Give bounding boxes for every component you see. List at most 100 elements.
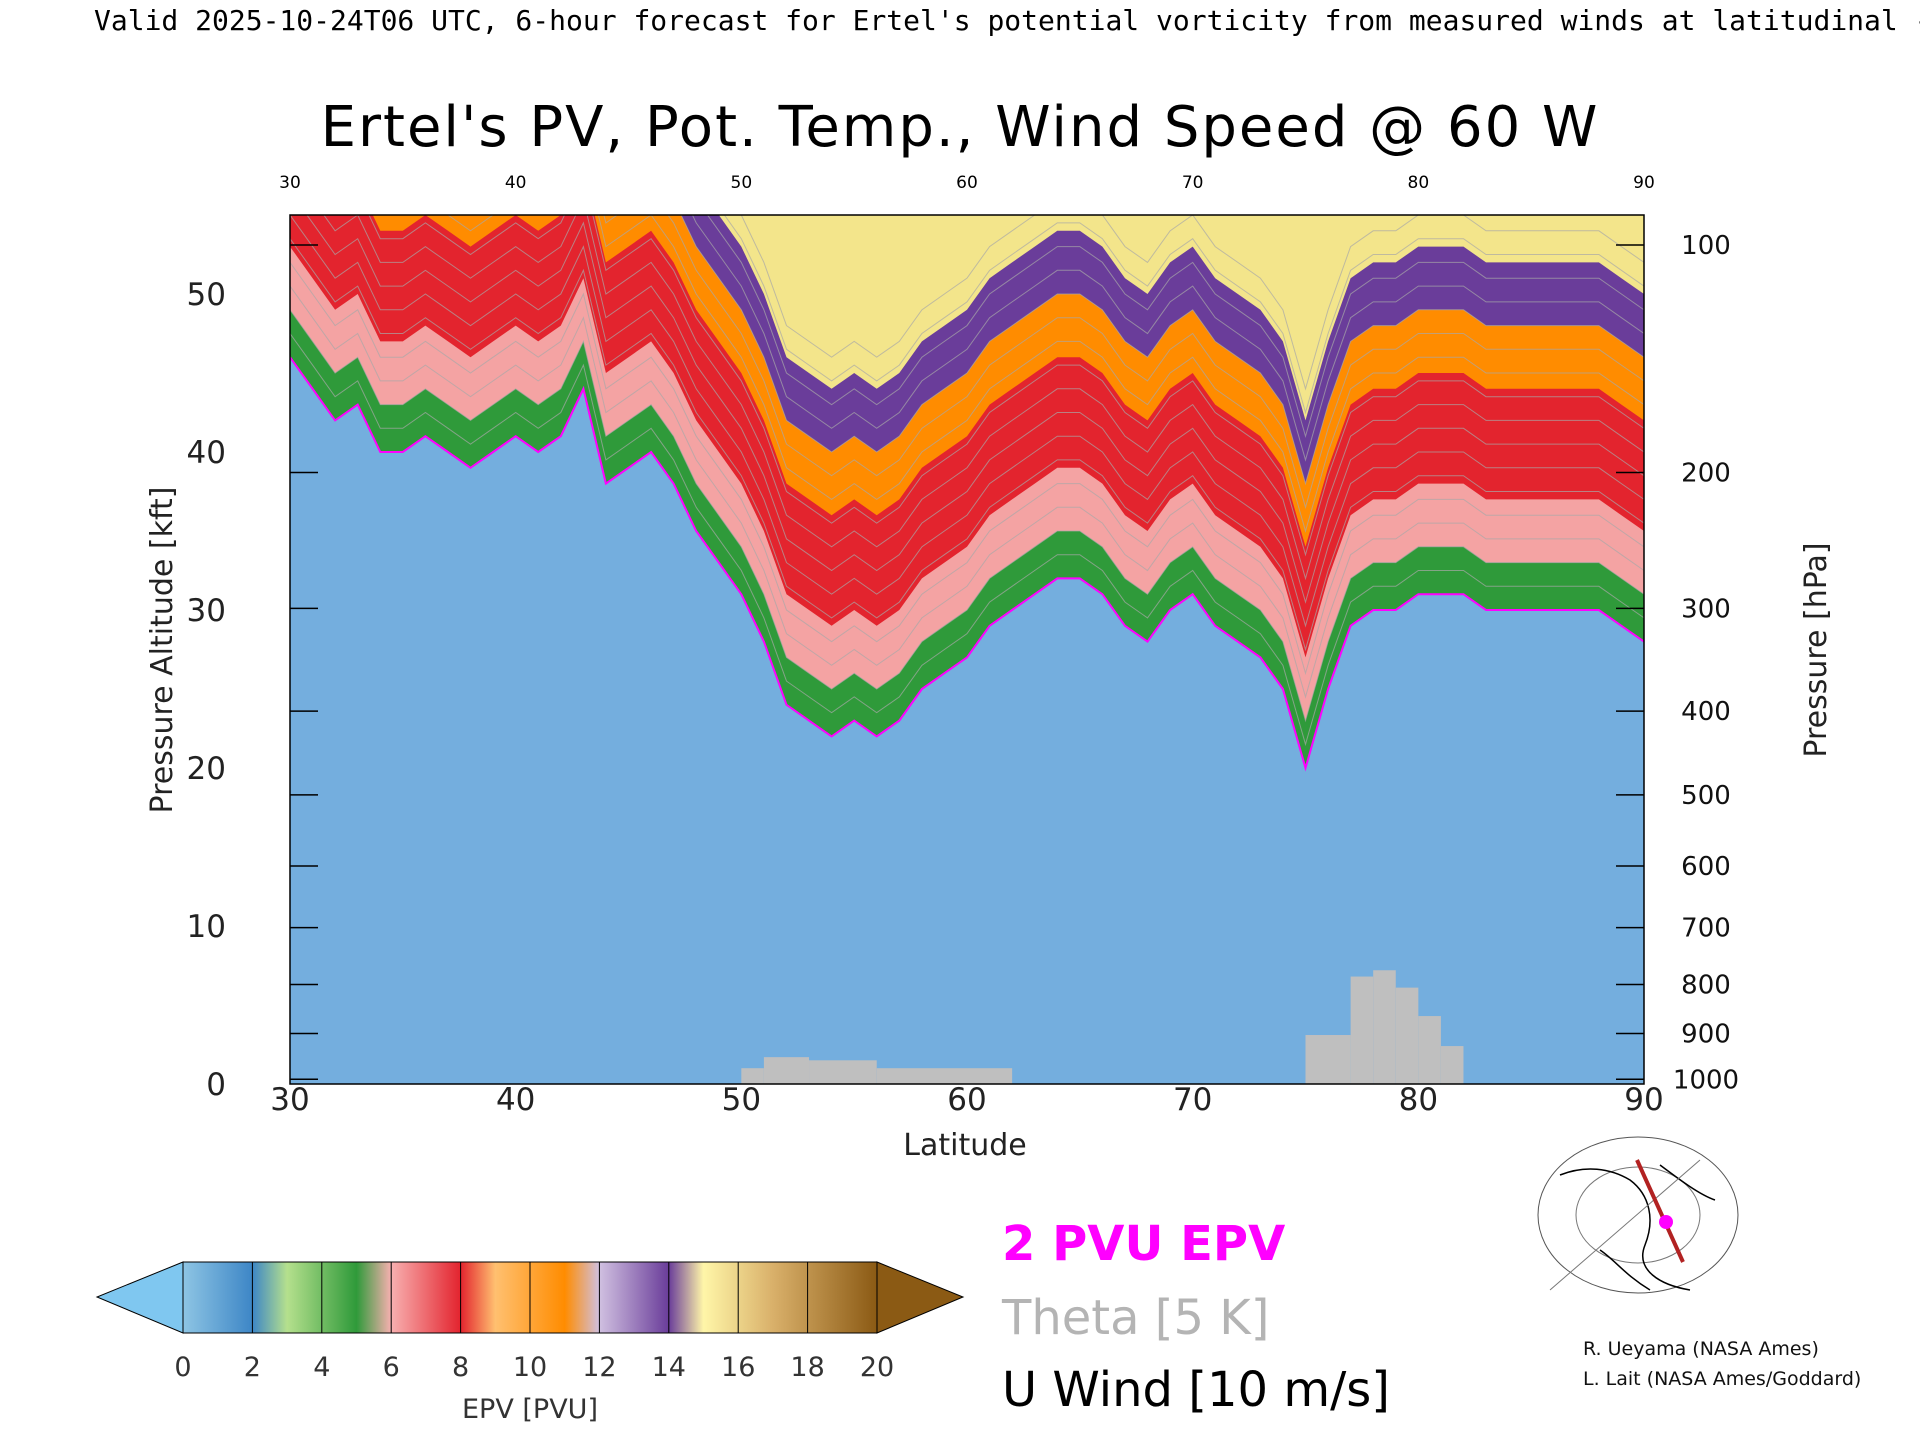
theta-contour [368,215,1644,557]
theta-contour [723,215,1644,415]
colorbar: 0 2 4 6 8 10 12 14 16 18 20 EPV [PVU] [95,1261,965,1425]
y-tick-label-right: 100 [1681,231,1731,261]
legend-theta: Theta [5 K] [1001,1290,1270,1346]
colorbar-tick-label: 2 [244,1352,261,1383]
colorbar-ticks: 0 2 4 6 8 10 12 14 16 18 20 [174,1352,894,1383]
y-tick-label-right: 600 [1681,852,1731,882]
theta-contour [379,215,1644,533]
x-tick-label: 60 [947,1082,986,1118]
locator-map-coastline [1559,1164,1716,1291]
y-ticks-left: 0 10 20 30 40 50 [187,277,226,1103]
locator-map [1537,1136,1739,1302]
colorbar-tick-label: 20 [860,1352,894,1383]
y-tick-label-right: 800 [1681,970,1731,1000]
theta-contour [306,215,1644,604]
x-tick-label: 80 [1399,1082,1438,1118]
theta-contour [603,215,1644,510]
credit-line-1: R. Ueyama (NASA Ames) [1583,1338,1819,1360]
y-tick-label-right: 200 [1681,459,1731,489]
y-tick-label-left: 50 [187,277,226,313]
locator-map-bg [1540,1152,1738,1302]
theta-contour [323,215,1644,581]
colorbar-tick-label: 10 [513,1352,547,1383]
x-tick-top-label: 50 [731,173,753,193]
chart-title: Ertel's PV, Pot. Temp., Wind Speed @ 60 … [321,95,1600,160]
pv-2-line [290,356,1644,772]
terrain-block [1373,970,1396,1084]
epv-band-5 [718,215,1644,421]
colorbar-tick-label: 6 [383,1352,400,1383]
y-axis-label-left: Pressure Altitude [kft] [145,487,180,814]
colorbar-tick-label: 12 [582,1352,616,1383]
legend: 2 PVU EPV Theta [5 K] U Wind [10 m/s] [1001,1216,1390,1418]
y-tick-label-right: 700 [1681,914,1731,944]
theta-contour [290,262,1644,676]
valid-time-header: Valid 2025-10-24T06 UTC, 6-hour forecast… [94,4,1920,37]
theta-contour [706,215,1644,439]
theta-contour [290,285,1644,699]
terrain-block [1395,987,1419,1084]
x-tick-top-label: 60 [956,173,978,193]
y-tick-label-right: 900 [1681,1019,1731,1049]
y-tick-label-left: 0 [206,1067,226,1103]
x-tick-top-label: 80 [1408,173,1430,193]
theta-contour [740,215,1644,391]
locator-map-graticule-meridian [1549,1159,1701,1291]
legend-u-wind: U Wind [10 m/s] [1002,1362,1390,1418]
colorbar-dividers [182,1262,878,1333]
colorbar-tick-label: 0 [174,1352,191,1383]
terrain-block [876,1068,1013,1084]
colorbar-under-triangle [95,1261,184,1334]
theta-contour [691,215,1644,462]
colorbar-label: EPV [PVU] [462,1394,598,1425]
colorbar-tick-label: 16 [721,1352,755,1383]
terrain-block [741,1068,764,1084]
terrain-block [1440,1046,1464,1084]
plot-frame [289,214,1645,1085]
x-tick-top-label: 40 [505,173,527,193]
terrain [741,970,1464,1084]
colorbar-tick-label: 4 [313,1352,330,1383]
terrain-block [1418,1016,1441,1084]
x-tick-label: 50 [722,1082,761,1118]
y-tick-label-right: 1000 [1673,1065,1739,1095]
theta-contour [290,215,1644,628]
y-tick-label-right: 500 [1681,781,1731,811]
y-ticks-right: 1000 900 800 700 600 500 400 300 200 100 [290,231,1739,1095]
x-tick-label: 30 [270,1082,309,1118]
x-tick-top-label: 90 [1633,173,1655,193]
colorbar-tick-label: 8 [452,1352,469,1383]
x-tick-label: 90 [1624,1082,1663,1118]
locator-map-marker [1659,1215,1673,1229]
terrain-block [763,1057,810,1084]
theta-contours [290,215,1644,747]
colorbar-tick-label: 18 [790,1352,824,1383]
y-tick-label-left: 30 [187,593,226,629]
theta-contour [680,215,1644,486]
locator-map-section-line [1635,1159,1685,1263]
colorbar-over-triangle [876,1261,965,1334]
y-tick-label-left: 20 [187,751,226,787]
y-tick-label-right: 300 [1681,594,1731,624]
legend-pv-line: 2 PVU EPV [1002,1216,1285,1272]
theta-contour [290,309,1644,723]
y-axis-label-right: Pressure [hPa] [1799,542,1834,757]
x-tick-label: 70 [1173,1082,1212,1118]
credit-line-2: L. Lait (NASA Ames/Goddard) [1583,1368,1861,1390]
y-tick-label-right: 400 [1681,697,1731,727]
y-tick-label-left: 40 [187,435,226,471]
pv-2-line-layer [290,356,1644,772]
x-axis-label: Latitude [903,1128,1026,1163]
plot-area [290,215,1644,1084]
terrain-block [809,1060,877,1084]
terrain-block [1350,976,1374,1084]
x-tick-top-label: 70 [1182,173,1204,193]
theta-contour [290,333,1644,747]
locator-map-graticule-outer [1537,1136,1739,1294]
y-tick-label-left: 10 [187,909,226,945]
x-ticks-bottom: 30 40 50 60 70 80 90 [270,1082,1663,1118]
x-ticks-top: 30 40 50 60 70 80 90 [279,173,1655,193]
theta-contour [290,238,1644,652]
x-tick-label: 40 [496,1082,535,1118]
